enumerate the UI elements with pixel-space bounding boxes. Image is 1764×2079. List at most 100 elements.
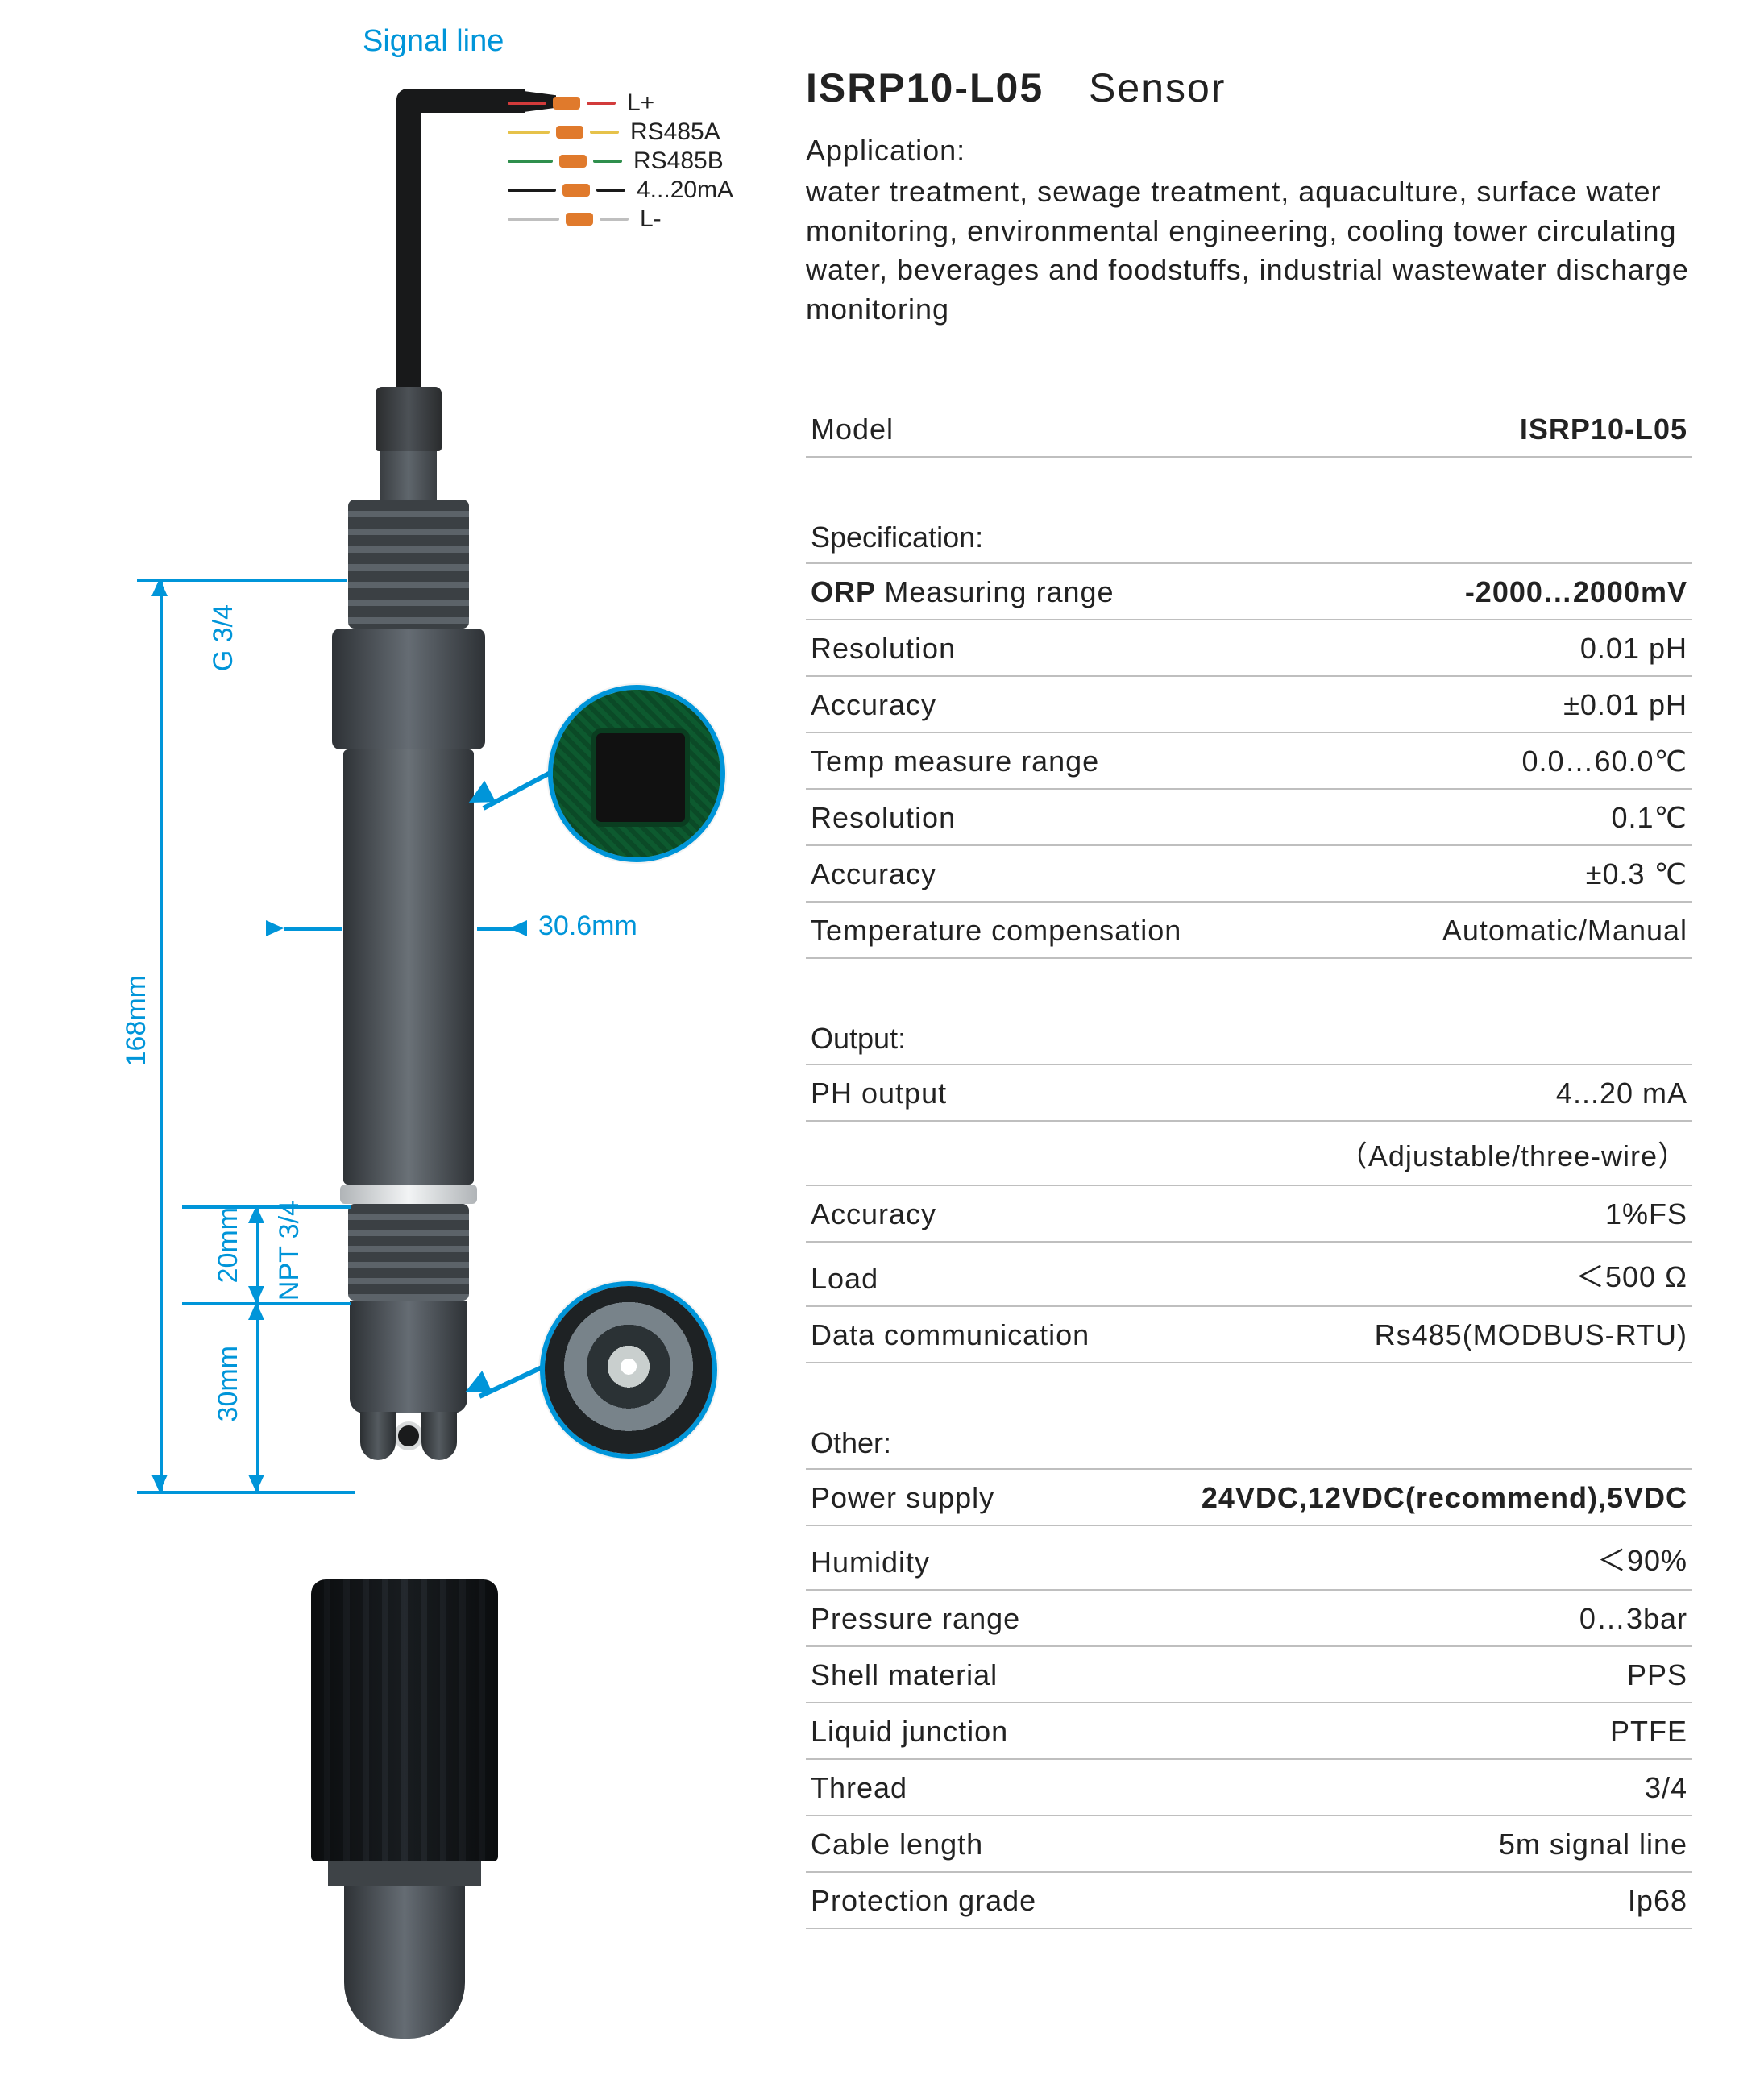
spec-label: Power supply bbox=[811, 1481, 994, 1515]
spec-label-text: Measuring range bbox=[884, 575, 1114, 608]
spec-value: 0.1℃ bbox=[1612, 801, 1687, 835]
spec-row: Resolution 0.1℃ bbox=[806, 790, 1692, 846]
dim-arrow-dia-right bbox=[509, 920, 527, 936]
spec-row: ORP Measuring range-2000…2000mV bbox=[806, 564, 1692, 620]
spec-row: Accuracy1%FS bbox=[806, 1186, 1692, 1243]
spec-label-text: Temperature compensation bbox=[811, 914, 1181, 947]
seal-ring bbox=[340, 1185, 477, 1204]
wire-row: RS485B bbox=[508, 147, 766, 176]
spec-row: Cable length 5m signal line bbox=[806, 1816, 1692, 1873]
dim-mid-thread: NPT 3/4 bbox=[274, 1201, 305, 1301]
spec-label: Load bbox=[811, 1262, 878, 1296]
spec-row: Thread 3/4 bbox=[806, 1760, 1692, 1816]
spec-value: 0.01 pH bbox=[1580, 632, 1687, 666]
spec-row: Resolution 0.01 pH bbox=[806, 620, 1692, 677]
wire-label: L- bbox=[640, 205, 662, 233]
spec-value: 1%FS bbox=[1605, 1197, 1687, 1231]
spec-label: Resolution bbox=[811, 632, 956, 666]
spec-label: Temp measure range bbox=[811, 745, 1099, 778]
spec-label-text: Thread bbox=[811, 1771, 907, 1804]
wire-label: RS485A bbox=[630, 118, 720, 146]
sensor-diagram: Signal line L+RS485ARS485B4...20mAL- bbox=[32, 24, 757, 1998]
spec-row: Accuracy ±0.01 pH bbox=[806, 677, 1692, 733]
section-other: Other: bbox=[806, 1415, 1692, 1470]
wire-segment bbox=[508, 189, 556, 192]
callout-pcb bbox=[548, 685, 725, 862]
cap-neck bbox=[328, 1861, 481, 1886]
spec-value: -2000…2000mV bbox=[1465, 575, 1687, 609]
spec-value: 0.0…60.0℃ bbox=[1521, 745, 1687, 778]
wire-segment bbox=[590, 131, 619, 134]
dim-arrow-168-top bbox=[151, 579, 168, 596]
spec-label-text: Accuracy bbox=[811, 857, 936, 890]
spec-value: （Adjustable/three-wire） bbox=[1339, 1133, 1687, 1175]
spec-row: Power supply24VDC,12VDC(recommend),5VDC bbox=[806, 1470, 1692, 1526]
bottom-thread-npt34 bbox=[348, 1204, 469, 1301]
spec-label: Accuracy bbox=[811, 857, 936, 891]
spec-label-text: Load bbox=[811, 1262, 878, 1295]
spec-label: Pressure range bbox=[811, 1602, 1020, 1636]
spec-label: Data communication bbox=[811, 1318, 1090, 1352]
dim-top-thread: G 3/4 bbox=[208, 604, 239, 671]
spec-label-text: Humidity bbox=[811, 1546, 930, 1579]
spec-row: Humidity ＜90% bbox=[806, 1526, 1692, 1591]
product-model: ISRP10-L05 bbox=[806, 65, 1044, 110]
spec-row: Shell materialPPS bbox=[806, 1647, 1692, 1703]
spec-value: ISRP10-L05 bbox=[1520, 413, 1687, 446]
wire-label: L+ bbox=[627, 89, 654, 117]
spec-label-text: Accuracy bbox=[811, 688, 936, 721]
wire-segment bbox=[508, 160, 553, 163]
spec-value: 3/4 bbox=[1645, 1771, 1687, 1805]
spec-value: ±0.3 ℃ bbox=[1586, 857, 1687, 891]
dim-tip-height: 30mm bbox=[213, 1346, 244, 1421]
spec-label-text: Resolution bbox=[811, 632, 956, 665]
dim-line-168 bbox=[160, 579, 163, 1492]
dim-mid-height: 20mm bbox=[213, 1207, 244, 1283]
wire-segment bbox=[593, 160, 622, 163]
spec-label-text: PH output bbox=[811, 1077, 947, 1110]
dim-arrow-30-bot bbox=[248, 1475, 264, 1492]
spec-label-text: Cable length bbox=[811, 1828, 983, 1861]
wire-crimp bbox=[556, 126, 583, 139]
product-title: ISRP10-L05 Sensor bbox=[806, 64, 1692, 111]
product-kind: Sensor bbox=[1089, 65, 1226, 110]
section-output: Output: bbox=[806, 1010, 1692, 1065]
callout-tip bbox=[540, 1281, 717, 1459]
spec-label: Humidity bbox=[811, 1546, 930, 1579]
spec-value: 5m signal line bbox=[1499, 1828, 1687, 1861]
dim-arrow-20-top bbox=[248, 1205, 264, 1223]
spec-row: Liquid junctionPTFE bbox=[806, 1703, 1692, 1760]
spec-value: PPS bbox=[1627, 1658, 1687, 1692]
tip-image bbox=[545, 1286, 712, 1454]
dim-ext-bot bbox=[137, 1491, 355, 1494]
wire-crimp bbox=[562, 184, 590, 197]
wire-segment bbox=[600, 218, 629, 221]
spec-label: Cable length bbox=[811, 1828, 983, 1861]
sensor-body bbox=[332, 387, 485, 1450]
dim-arrow-dia-left bbox=[266, 920, 284, 936]
spec-sheet: ISRP10-L05 Sensor Application: water tre… bbox=[806, 24, 1692, 1998]
spec-value: ±0.01 pH bbox=[1563, 688, 1687, 722]
spec-row: Pressure range0…3bar bbox=[806, 1591, 1692, 1647]
spec-label: Resolution bbox=[811, 801, 956, 835]
spec-label: PH output bbox=[811, 1077, 947, 1110]
spec-label-text: Temp measure range bbox=[811, 745, 1099, 778]
wire-row: 4...20mA bbox=[508, 176, 766, 205]
wire-segment bbox=[508, 131, 550, 134]
wire-crimp bbox=[559, 155, 587, 168]
spec-label: Protection grade bbox=[811, 1884, 1036, 1918]
wire-segment bbox=[587, 102, 616, 105]
cable-vertical bbox=[396, 89, 421, 395]
spec-value: ＜90% bbox=[1597, 1537, 1687, 1579]
spec-label-text: Data communication bbox=[811, 1318, 1090, 1351]
spec-row: Protection gradeIp68 bbox=[806, 1873, 1692, 1929]
spec-row-model: Model ISRP10-L05 bbox=[806, 401, 1692, 458]
sensor-tip-window bbox=[394, 1421, 423, 1450]
dim-diameter: 30.6mm bbox=[538, 911, 637, 942]
wire-cluster: L+RS485ARS485B4...20mAL- bbox=[508, 89, 766, 234]
dim-ext-20top bbox=[182, 1205, 351, 1209]
wire-label: RS485B bbox=[633, 147, 724, 175]
wire-row: L- bbox=[508, 205, 766, 234]
cap-grip bbox=[311, 1579, 498, 1861]
wire-label: 4...20mA bbox=[637, 176, 733, 204]
